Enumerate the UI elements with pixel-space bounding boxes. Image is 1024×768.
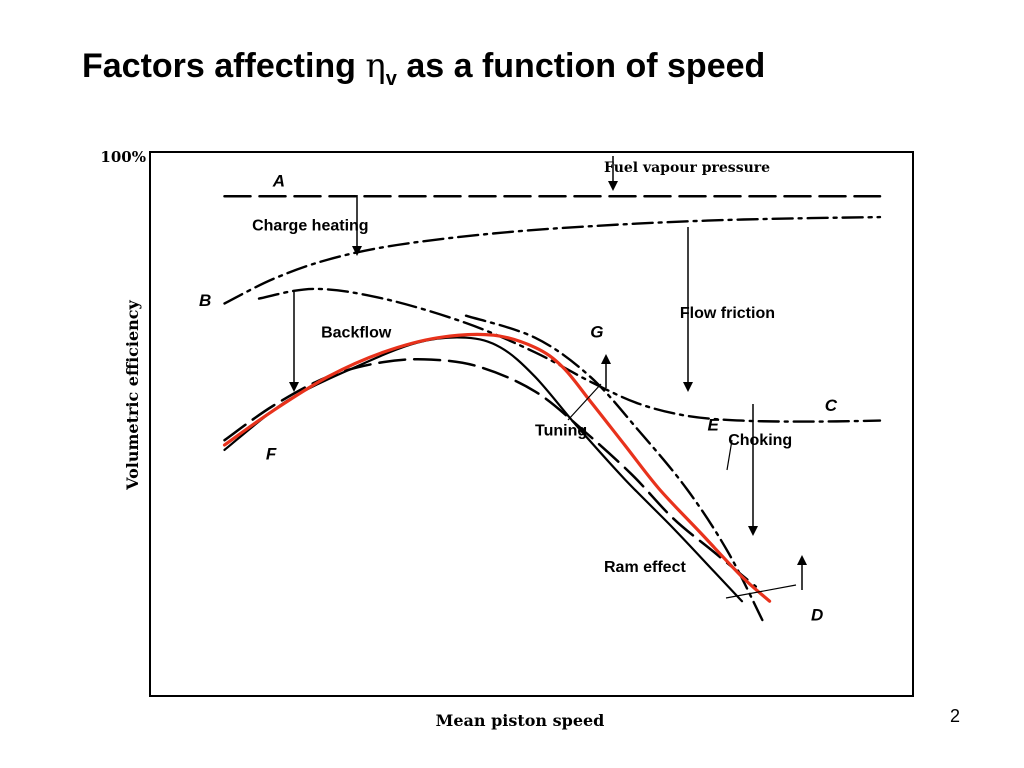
plot-frame <box>149 151 914 697</box>
annotation-e: E <box>708 415 720 434</box>
pointer-e <box>726 439 733 471</box>
arrow-fuel-vapour-pressure <box>608 156 618 191</box>
slide-title: Factors affecting ηv as a function of sp… <box>82 46 765 91</box>
annotation-d: D <box>811 606 823 625</box>
series-line-d <box>464 314 764 622</box>
annotation-g: G <box>590 323 603 342</box>
title-prefix: Factors affecting <box>82 47 366 85</box>
annotation-backflow: Backflow <box>321 325 392 342</box>
annotation-choking: Choking <box>728 432 792 449</box>
annotation-f: F <box>266 445 277 464</box>
arrow-tuning <box>567 354 611 421</box>
annotation-ram-effect: Ram effect <box>604 559 686 576</box>
eta-subscript: v <box>385 67 397 90</box>
arrow-flow-friction <box>683 227 693 392</box>
annotation-tuning: Tuning <box>535 422 587 439</box>
series-line-c <box>257 287 882 423</box>
eta-symbol: η <box>365 46 386 86</box>
page-number: 2 <box>950 706 961 726</box>
arrow-layer <box>289 156 807 599</box>
arrow-choking <box>748 404 758 536</box>
annotation-b: B <box>199 291 211 310</box>
annotation-a: A <box>272 171 285 190</box>
series-line-red <box>222 332 772 603</box>
annotation-c: C <box>825 396 838 415</box>
arrow-charge-heating <box>352 195 362 256</box>
annotation-charge-heating: Charge heating <box>252 217 368 234</box>
annotation-flow-friction: Flow friction <box>680 305 775 322</box>
title-suffix: as a function of speed <box>396 47 766 85</box>
arrow-ram-effect <box>725 555 807 599</box>
annotation-layer: A B C D E F G Charge heating Backflow Flow fricti… <box>199 160 838 625</box>
series-layer <box>222 194 882 622</box>
annotation-fuel-vapour-pressure: Fuel vapour pressure <box>604 160 770 176</box>
x-axis-label: Mean piston speed <box>436 711 605 730</box>
series-line-e <box>223 357 758 588</box>
arrow-backflow <box>289 292 299 392</box>
series-line-b <box>223 215 882 305</box>
series-line-f-g <box>223 336 744 603</box>
y-axis-label: Volumetric efficiency <box>123 299 142 490</box>
y-tick-label-100: 100% <box>100 148 146 166</box>
